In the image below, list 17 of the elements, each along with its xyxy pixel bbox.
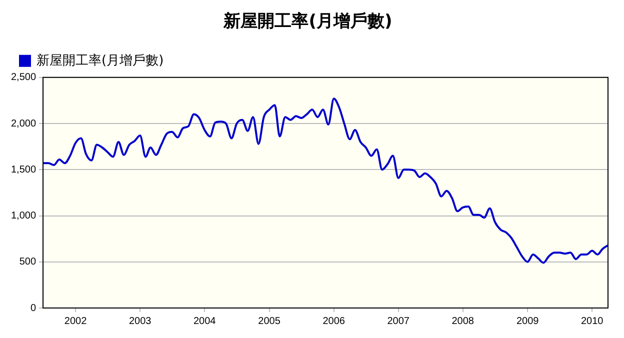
x-tick-label: 2009 (516, 316, 540, 327)
x-tick-label: 2003 (128, 316, 152, 327)
x-tick-label: 2002 (64, 316, 88, 327)
x-tick-label: 2007 (387, 316, 410, 327)
y-tick-label: 0 (30, 302, 36, 314)
y-tick-label: 1,500 (10, 164, 36, 176)
y-tick-label: 1,000 (10, 210, 36, 222)
x-tick-label: 2005 (258, 316, 281, 327)
legend-label: 新屋開工率(月增戶數) (36, 52, 164, 68)
y-tick-label: 500 (19, 256, 36, 268)
y-tick-label: 2,500 (10, 72, 36, 84)
x-tick-label: 2006 (322, 316, 346, 327)
y-tick-label: 2,000 (10, 118, 36, 130)
x-tick-label: 2004 (193, 316, 216, 327)
x-tick-label: 2010 (580, 316, 604, 327)
x-tick-label: 2008 (452, 316, 474, 327)
chart-title: 新屋開工率(月增戶數) (222, 12, 392, 32)
